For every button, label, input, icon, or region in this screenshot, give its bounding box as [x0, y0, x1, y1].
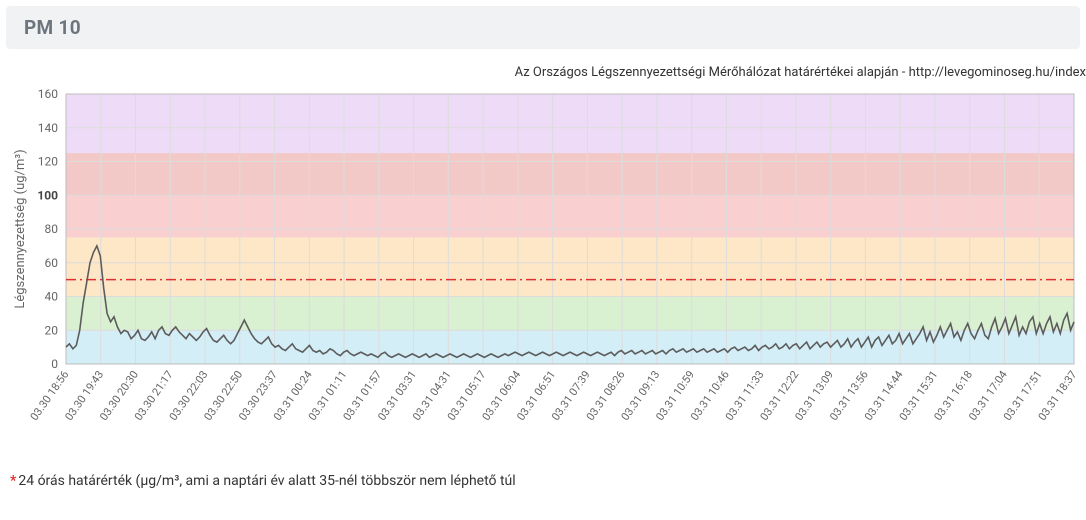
y-tick-label: 80	[45, 222, 59, 236]
footnote-marker: *	[10, 473, 16, 489]
y-tick-label: 100	[37, 188, 58, 202]
footnote-text: 24 órás határérték (μg/m³, ami a naptári…	[18, 473, 515, 489]
y-tick-label: 120	[38, 155, 58, 169]
y-tick-label: 20	[45, 323, 59, 337]
chart-band	[66, 237, 1074, 296]
chart-band	[66, 195, 1074, 237]
chart-subtitle: Az Országos Légszennyezettségi Mérőhálóz…	[0, 55, 1086, 82]
chart-container: 02040608010012014016003.30 18:5603.30 19…	[6, 82, 1080, 467]
chart-band	[66, 330, 1074, 364]
chart-header: PM 10	[6, 6, 1080, 49]
chart-band	[66, 94, 1074, 153]
y-tick-label: 0	[51, 357, 58, 371]
y-tick-label: 160	[38, 87, 58, 101]
pm10-line-chart: 02040608010012014016003.30 18:5603.30 19…	[6, 82, 1080, 467]
y-tick-label: 60	[45, 256, 59, 270]
y-tick-label: 140	[38, 121, 58, 135]
y-axis-label: Légszennyezettség (ug/m³)	[13, 149, 28, 308]
chart-title: PM 10	[24, 16, 1062, 39]
chart-band	[66, 153, 1074, 195]
y-tick-label: 40	[45, 290, 59, 304]
chart-footnote: *24 órás határérték (μg/m³, ami a naptár…	[0, 467, 1086, 499]
chart-band	[66, 297, 1074, 331]
